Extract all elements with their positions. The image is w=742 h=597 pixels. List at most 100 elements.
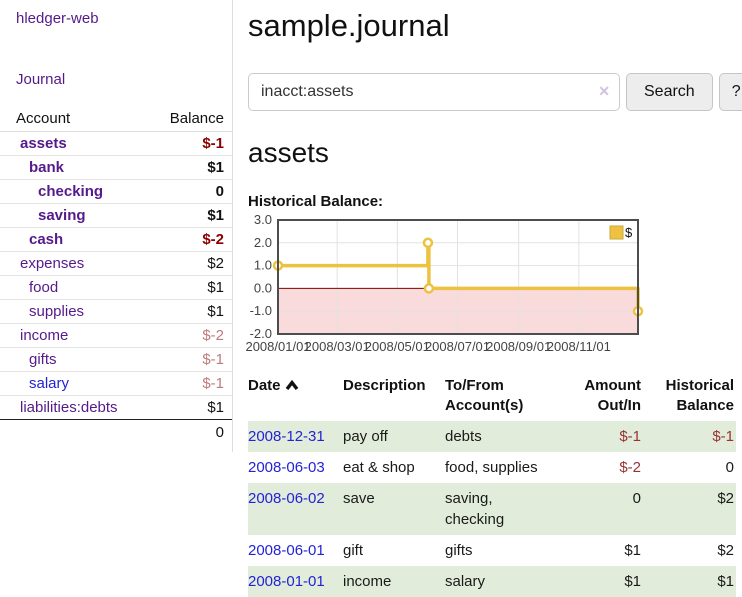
register-header-accounts: To/From Account(s) xyxy=(445,377,524,415)
app-title-link[interactable]: hledger-web xyxy=(16,10,99,27)
transaction-accounts: debts xyxy=(445,427,482,445)
account-row: expenses $2 xyxy=(0,251,232,276)
y-axis-label: 1.0 xyxy=(254,258,272,273)
transaction-date-link[interactable]: 2008-06-03 xyxy=(248,458,325,476)
clear-search-icon[interactable]: ✕ xyxy=(598,83,610,99)
y-axis-label: 0.0 xyxy=(254,280,272,295)
data-point xyxy=(423,283,435,294)
transaction-balance: $2 xyxy=(717,541,734,559)
account-balance: 0 xyxy=(151,179,232,204)
register-header-date[interactable]: Date xyxy=(248,372,343,421)
transaction-amount: 0 xyxy=(632,489,641,507)
register-row: 2008-12-31 pay off debts $-1 $-1 xyxy=(248,420,736,452)
register-row: 2008-06-01 gift gifts $1 $2 xyxy=(248,535,736,566)
transaction-date-link[interactable]: 2008-12-31 xyxy=(248,427,325,445)
search-input[interactable] xyxy=(248,73,620,111)
account-balance: $1 xyxy=(151,395,232,420)
account-row: liabilities:debts $1 xyxy=(0,395,232,420)
sidebar: hledger-web Journal Account Balance asse… xyxy=(0,0,233,452)
account-row: food $1 xyxy=(0,275,232,300)
y-axis-label: 3.0 xyxy=(254,212,272,227)
account-link[interactable]: food xyxy=(29,279,59,296)
account-link[interactable]: cash xyxy=(29,231,64,248)
help-button[interactable]: ? xyxy=(718,73,742,111)
account-row: assets $-1 xyxy=(0,132,232,156)
accounts-table: Account Balance assets $-1 bank $1 checking 0… xyxy=(0,107,232,444)
register-row: 2008-06-02 save saving, checking 0 $2 xyxy=(248,482,736,535)
chart-border xyxy=(277,219,639,335)
register-row: 2008-01-01 income salary $1 $1 xyxy=(248,565,736,597)
account-link[interactable]: assets xyxy=(20,135,67,152)
chart-title: Historical Balance: xyxy=(248,193,384,210)
y-axis-label: -2.0 xyxy=(250,326,272,341)
account-link[interactable]: bank xyxy=(29,159,65,176)
account-balance: $1 xyxy=(151,203,232,228)
transaction-accounts: food, supplies xyxy=(445,458,538,476)
transaction-description: pay off xyxy=(343,427,388,445)
account-link[interactable]: saving xyxy=(38,207,86,224)
page-title: sample.journal xyxy=(248,8,450,43)
chevron-up-icon xyxy=(285,377,299,397)
account-balance: $-1 xyxy=(151,371,232,396)
account-row: saving $1 xyxy=(0,203,232,228)
account-row: checking 0 xyxy=(0,179,232,204)
account-link[interactable]: income xyxy=(20,327,69,344)
account-row: bank $1 xyxy=(0,155,232,180)
data-point xyxy=(422,237,434,249)
account-balance: $-2 xyxy=(151,323,232,348)
accounts-header-balance: Balance xyxy=(151,107,232,132)
account-balance: $-1 xyxy=(202,135,224,152)
account-link[interactable]: expenses xyxy=(20,255,85,272)
transaction-amount: $1 xyxy=(624,572,641,590)
register-row: 2008-06-03 eat & shop food, supplies $-2 0 xyxy=(248,452,736,483)
register-table: Date Description To/From Account(s) Amou… xyxy=(248,372,736,597)
x-axis-label: 2008/01/01 xyxy=(245,339,310,354)
account-link[interactable]: supplies xyxy=(29,303,85,320)
account-balance: $1 xyxy=(151,299,232,324)
transaction-amount: $-1 xyxy=(619,427,641,445)
account-balance: $1 xyxy=(151,275,232,300)
transaction-balance: $-1 xyxy=(712,427,734,445)
transaction-date-link[interactable]: 2008-06-01 xyxy=(248,541,325,559)
transaction-balance: $1 xyxy=(717,572,734,590)
transaction-accounts: gifts xyxy=(445,541,473,559)
x-axis-label: 2008/11/01 xyxy=(547,339,611,354)
transaction-accounts: saving, checking xyxy=(445,489,505,528)
account-row: supplies $1 xyxy=(0,299,232,324)
legend-label: $ xyxy=(625,225,633,240)
account-link[interactable]: checking xyxy=(38,183,104,200)
register-header-amount: Amount Out/In xyxy=(584,377,641,415)
account-row: cash $-2 xyxy=(0,227,232,252)
account-balance: $1 xyxy=(151,155,232,180)
account-link[interactable]: liabilities:debts xyxy=(20,399,118,416)
transaction-accounts: salary xyxy=(445,572,486,590)
historical-balance-chart: $3.0 2.0 1.0 0.0 -1.0 -2.02008/01/012008/03/0… xyxy=(245,212,644,354)
x-axis-label: 2008/09/01 xyxy=(486,339,551,354)
transaction-date-link[interactable]: 2008-06-02 xyxy=(248,489,325,507)
x-axis-label: 2008/07/01 xyxy=(425,339,490,354)
account-link[interactable]: salary xyxy=(29,375,70,392)
transaction-balance: $2 xyxy=(717,489,734,507)
search-form: ✕ Search ? xyxy=(248,73,742,111)
account-row: income $-2 xyxy=(0,323,232,348)
accounts-header-account: Account xyxy=(0,107,152,132)
account-row: gifts $-1 xyxy=(0,347,232,372)
search-button[interactable]: Search xyxy=(626,73,713,111)
register-header-description: Description xyxy=(343,377,426,394)
register-header-balance: Historical Balance xyxy=(665,377,734,415)
transaction-description: income xyxy=(343,572,392,590)
transaction-date-link[interactable]: 2008-01-01 xyxy=(248,572,325,590)
main-content: sample.journal ✕ Search ? assets Histori… xyxy=(233,0,742,597)
account-balance: $-1 xyxy=(151,347,232,372)
sidebar-item-journal[interactable]: Journal xyxy=(16,71,66,88)
accounts-total-balance: 0 xyxy=(151,419,232,444)
x-axis-label: 2008/03/01 xyxy=(305,339,370,354)
transaction-amount: $-2 xyxy=(619,458,641,476)
account-row: salary $-1 xyxy=(0,371,232,396)
accounts-total-row: 0 xyxy=(0,419,232,444)
transaction-balance: 0 xyxy=(725,458,734,476)
account-link[interactable]: gifts xyxy=(29,351,57,368)
transaction-description: gift xyxy=(343,541,364,559)
legend-swatch xyxy=(609,225,624,240)
y-axis-label: -1.0 xyxy=(250,303,272,318)
